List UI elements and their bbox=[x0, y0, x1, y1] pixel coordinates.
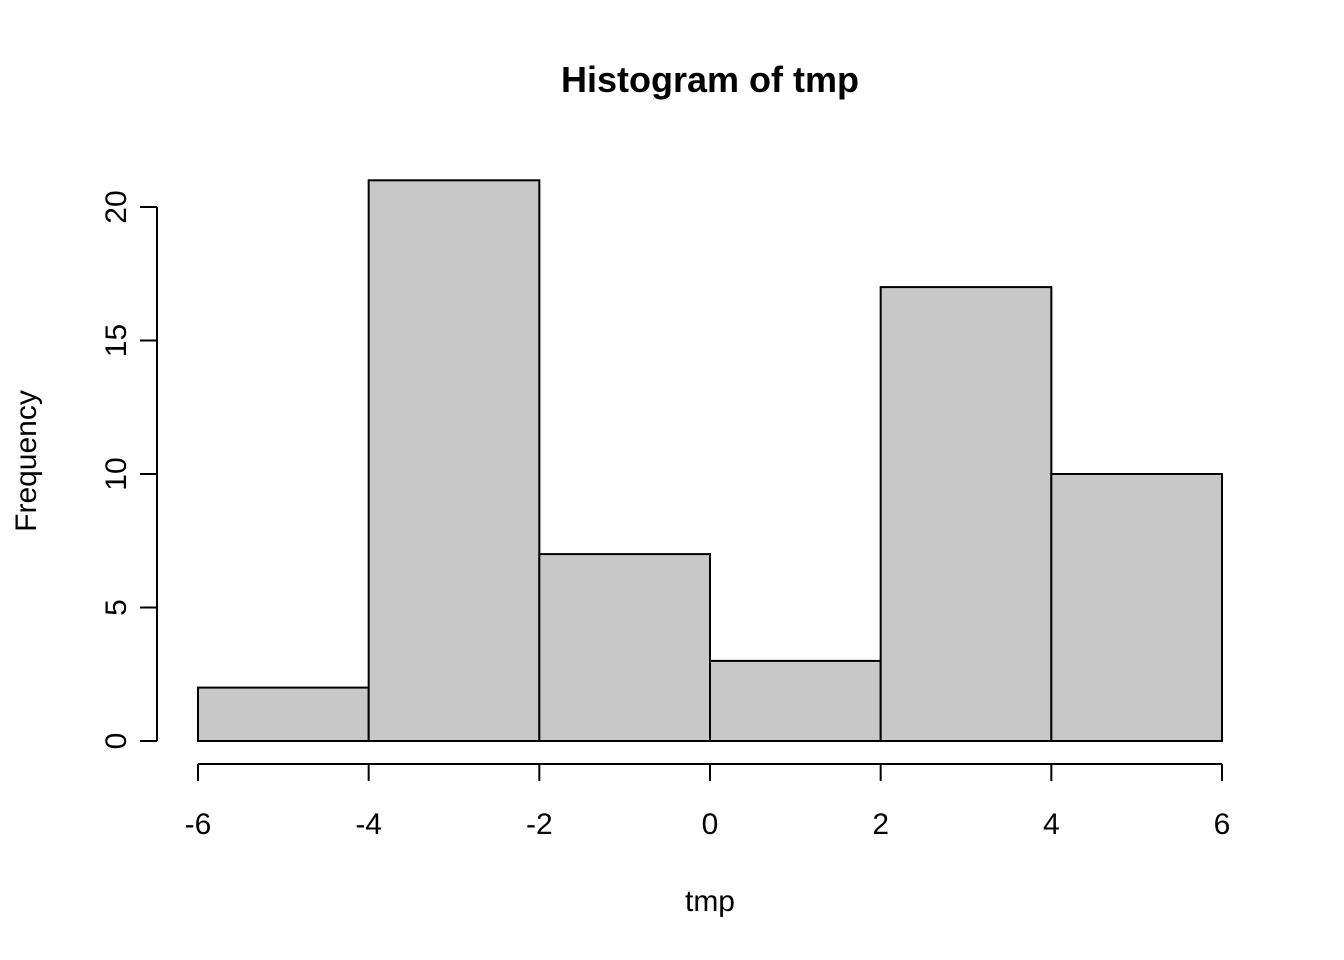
x-tick-label: 2 bbox=[872, 808, 889, 841]
histogram-bar bbox=[538, 553, 711, 742]
chart-title: Histogram of tmp bbox=[561, 59, 859, 100]
y-tick-label: 0 bbox=[100, 733, 133, 750]
y-axis-label: Frequency bbox=[10, 390, 43, 532]
histogram-bar bbox=[1050, 473, 1224, 742]
x-tick-label: -4 bbox=[355, 808, 382, 841]
x-tick-label: 0 bbox=[702, 808, 719, 841]
y-tick-label: 20 bbox=[100, 190, 133, 223]
x-axis-label: tmp bbox=[685, 885, 735, 918]
y-tick-label: 5 bbox=[100, 599, 133, 616]
histogram-bar bbox=[197, 686, 370, 742]
y-tick-label: 10 bbox=[100, 457, 133, 490]
x-tick-label: -6 bbox=[185, 808, 212, 841]
x-tick-label: -2 bbox=[526, 808, 553, 841]
x-tick-label: 4 bbox=[1043, 808, 1060, 841]
bars-group bbox=[197, 179, 1224, 743]
y-tick-label: 15 bbox=[100, 324, 133, 357]
y-axis: 0 5 10 15 20 bbox=[100, 190, 158, 750]
x-tick-label: 6 bbox=[1214, 808, 1231, 841]
histogram-bar bbox=[879, 286, 1053, 742]
histogram-bar bbox=[367, 179, 541, 743]
x-axis: -6 -4 -2 0 2 4 6 bbox=[185, 763, 1231, 841]
histogram-bar bbox=[709, 659, 882, 743]
